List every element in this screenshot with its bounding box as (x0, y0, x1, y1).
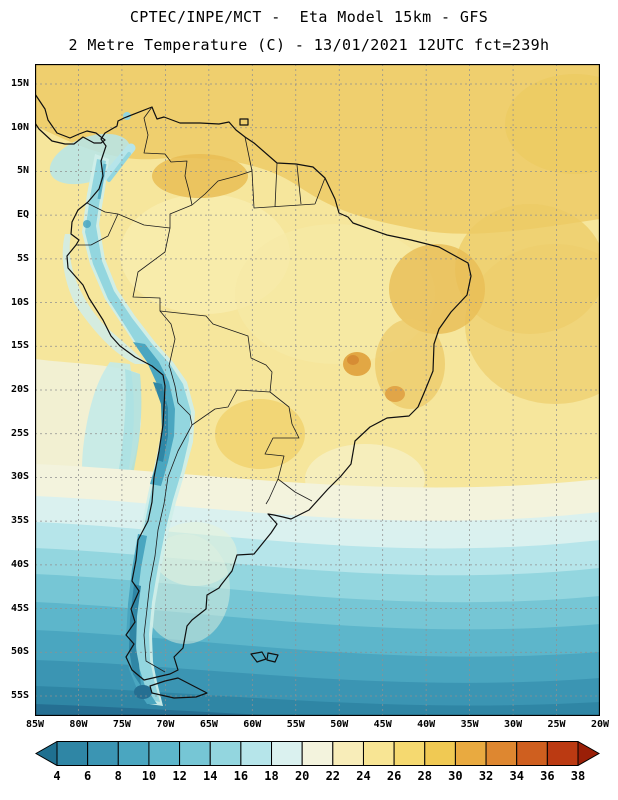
colorbar-tick-20: 20 (294, 769, 310, 783)
country-borders (76, 106, 326, 673)
colorbar-tick-10: 10 (141, 769, 157, 783)
colorbar-segment (485, 741, 518, 766)
colorbar-tick-18: 18 (264, 769, 279, 783)
lat-label-5s: 5S (16, 252, 29, 264)
colorbar-segment (117, 741, 150, 766)
lon-label-35w: 35W (460, 719, 479, 730)
lat-label-40s: 40S (10, 558, 29, 570)
lon-label-75w: 75W (112, 719, 131, 730)
colorbar-tick-38: 38 (570, 769, 586, 783)
lon-label-70w: 70W (156, 719, 175, 730)
map-frame (34, 63, 601, 717)
colorbar-segment (209, 741, 242, 766)
lon-label-50w: 50W (330, 719, 349, 730)
lon-label-45w: 45W (373, 719, 392, 730)
lat-label-45s: 45S (10, 602, 29, 614)
temperature-field (35, 64, 618, 721)
colorbar-tick-36: 36 (540, 769, 555, 783)
colorbar-segment (301, 741, 334, 766)
colorbar-segment (362, 741, 395, 766)
lat-label-55s: 55S (10, 689, 29, 701)
lat-label-50s: 50S (10, 646, 29, 658)
colorbar-segment (148, 741, 181, 766)
lon-label-55w: 55W (286, 719, 305, 730)
lat-label-10n: 10N (10, 121, 29, 133)
lat-label-25s: 25S (10, 427, 29, 439)
lat-label-5n: 5N (16, 165, 29, 177)
lon-label-60w: 60W (243, 719, 262, 730)
colorbar-segment (393, 741, 426, 766)
lon-label-85w: 85W (25, 719, 45, 730)
colorbar-segment (546, 741, 579, 766)
lat-label-15n: 15N (10, 78, 29, 89)
colorbar-tick-4: 4 (53, 769, 61, 783)
colorbar-tick-24: 24 (356, 769, 371, 783)
lat-label-eq: EQ (16, 209, 29, 221)
lat-label-35s: 35S (10, 515, 29, 527)
south-america-temperature-map (34, 63, 618, 721)
title-line-1: CPTEC/INPE/MCT - Eta Model 15km - GFS (129, 8, 489, 26)
colorbar-segment (87, 741, 119, 766)
colorbar-tick-12: 12 (172, 769, 187, 783)
colorbar-segment (271, 741, 303, 766)
lon-label-20w: 20W (590, 719, 610, 730)
lat-label-10s: 10S (10, 296, 29, 308)
colorbar-tick-22: 22 (325, 769, 341, 783)
colorbar-segment (424, 741, 456, 766)
lat-axis: 15N 10N 5N EQ 5S 10S 15S 20S 25S 30S 35S 40S 45S 50S 5… (0, 64, 32, 716)
colorbar-segment (240, 741, 273, 766)
lat-label-20s: 20S (10, 383, 29, 395)
colorbar-tick-16: 16 (233, 769, 249, 783)
lat-label-30s: 30S (10, 471, 29, 483)
lon-label-30w: 30W (504, 719, 523, 730)
colorbar-tick-32: 32 (478, 769, 494, 783)
colorbar-tick-14: 14 (203, 769, 218, 783)
lon-label-80w: 80W (69, 719, 88, 730)
colorbar-segment (56, 741, 89, 766)
colorbar-tick-8: 8 (114, 769, 122, 783)
colorbar-tick-28: 28 (417, 769, 432, 783)
colorbar-graphic (34, 740, 601, 767)
colorbar-segment (454, 741, 487, 766)
colorbar-segment (516, 741, 548, 766)
lon-label-40w: 40W (417, 719, 436, 730)
coastlines (34, 93, 472, 699)
lat-label-15s: 15S (10, 340, 29, 352)
title-line-2: 2 Metre Temperature (C) - 13/01/2021 12U… (68, 36, 550, 54)
colorbar-tick-26: 26 (386, 769, 402, 783)
map-canvas (34, 63, 618, 721)
colorbar-under-arrow (34, 740, 58, 767)
colorbar-segment (332, 741, 364, 766)
colorbar-tick-30: 30 (448, 769, 463, 783)
colorbar-tick-labels: 4 6 8 10 12 14 16 18 20 22 24 26 28 30 32 34 36 38 (35, 769, 600, 785)
colorbar-over-arrow (577, 740, 601, 767)
colorbar-tick-6: 6 (84, 769, 92, 783)
lon-axis: 85W 80W 75W 70W 65W 60W 55W 50W 45W 40W 35W 30W 25W 2… (26, 719, 609, 733)
lon-label-65w: 65W (199, 719, 218, 730)
temperature-colorbar (34, 740, 601, 767)
lon-label-25w: 25W (547, 719, 566, 730)
colorbar-tick-34: 34 (509, 769, 524, 783)
graticule-gridlines (35, 64, 600, 716)
colorbar-segment (179, 741, 211, 766)
